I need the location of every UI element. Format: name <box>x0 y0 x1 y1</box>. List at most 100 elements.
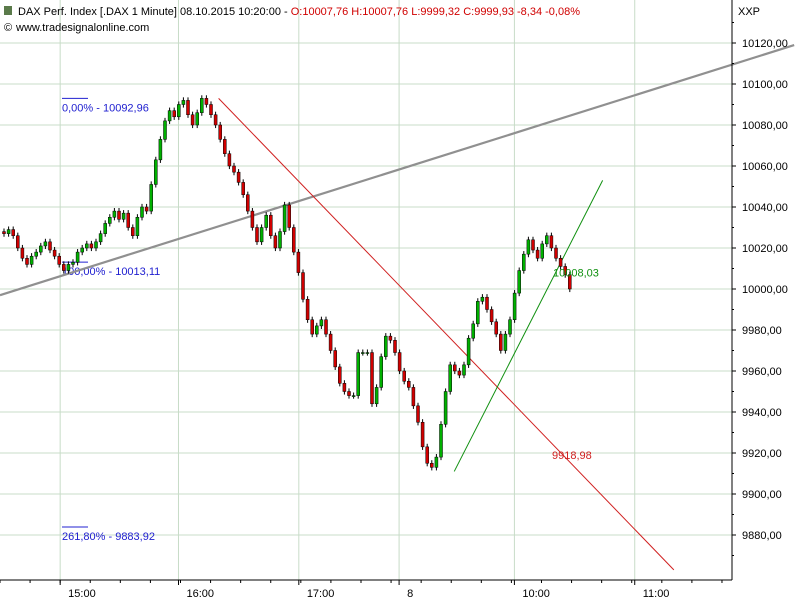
candle-body <box>476 301 480 325</box>
candle-body <box>563 266 567 275</box>
candle-body <box>121 212 126 220</box>
candle-body <box>25 258 29 265</box>
candle-body <box>545 235 549 245</box>
candle-body <box>462 364 466 376</box>
candle-body <box>66 264 71 271</box>
candle-body <box>259 227 264 243</box>
candle-body <box>89 243 94 249</box>
candle-body <box>241 182 245 195</box>
candle-body <box>154 159 158 185</box>
candle-body <box>384 335 388 357</box>
candle-body <box>186 100 190 116</box>
candle-body <box>195 112 199 126</box>
candle-body <box>52 249 57 257</box>
candle-body <box>503 333 508 351</box>
candle-body <box>324 319 328 335</box>
candle-body <box>29 255 34 265</box>
candle-body <box>411 387 416 407</box>
candle-body <box>218 124 222 140</box>
candle-body <box>273 235 278 249</box>
candle-body <box>6 229 11 234</box>
candle-body <box>103 223 107 234</box>
candle-body <box>282 204 287 232</box>
candle-body <box>177 104 181 118</box>
y-tick-label: 10040,00 <box>742 202 788 214</box>
candle-body <box>558 258 563 267</box>
candle-body <box>365 352 370 354</box>
candle-body <box>11 229 15 236</box>
candle-body <box>522 253 526 271</box>
candle-body <box>108 217 112 224</box>
y-tick-label: 9920,00 <box>742 448 782 460</box>
fib-level-label: 261,80% - 9883,92 <box>62 531 155 543</box>
candle-body <box>135 217 140 236</box>
trend-lines <box>0 44 795 571</box>
candle-body <box>402 370 406 382</box>
candle-body <box>246 194 250 212</box>
fib-level-label: 0,00% - 10092,96 <box>62 102 149 114</box>
candle-body <box>485 296 489 310</box>
candle-body <box>397 352 402 372</box>
candle-body <box>190 114 195 126</box>
candle-body <box>439 424 443 458</box>
candle-body <box>494 321 498 335</box>
candle-body <box>305 299 310 320</box>
plot-area <box>0 0 732 580</box>
candle-body <box>466 337 471 366</box>
series-marker-icon <box>4 6 12 15</box>
candle-body <box>374 387 379 405</box>
candle-body <box>535 249 540 259</box>
candle-body <box>98 233 103 243</box>
candle-body <box>172 110 176 118</box>
candle-body <box>292 227 296 253</box>
x-tick-label: 11:00 <box>643 588 670 600</box>
candle-body <box>278 231 282 249</box>
candle-body <box>356 352 360 396</box>
candle-body <box>517 270 521 294</box>
x-axis: 15:00 16:00 17:00 8 10:00 11:00 <box>0 580 723 600</box>
candle-body <box>80 247 84 253</box>
candle-body <box>287 204 291 228</box>
y-tick-label: 9980,00 <box>742 325 782 337</box>
y-tick-label: 10000,00 <box>742 284 788 296</box>
candle-body <box>112 210 117 218</box>
candle-body <box>255 227 259 243</box>
candle-body <box>379 356 383 388</box>
candle-body <box>370 352 374 405</box>
candle-body <box>236 171 241 183</box>
candle-body <box>167 110 172 122</box>
candle-body <box>499 333 503 351</box>
candle-body <box>204 98 209 105</box>
x-tick-label: 10:00 <box>522 588 550 600</box>
candle-body <box>526 239 531 255</box>
grid <box>0 0 732 580</box>
value-label: 9918,98 <box>552 450 592 462</box>
candle-body <box>75 251 80 263</box>
source-link[interactable]: www.tradesignalonline.com <box>15 22 149 34</box>
candle-body <box>223 139 227 154</box>
candle-body <box>489 309 494 323</box>
trendline-gray <box>0 44 795 297</box>
candle-body <box>296 251 301 273</box>
candle-body <box>227 153 232 167</box>
candle-body <box>531 239 535 251</box>
y-tick-label: 10060,00 <box>742 161 788 173</box>
chart-labels: 10008,03 9918,98 <box>552 268 599 463</box>
candle-body <box>126 212 130 228</box>
candle-body <box>200 98 204 113</box>
candle-body <box>512 292 517 321</box>
candle-body <box>549 235 554 249</box>
y-tick-label: 10120,00 <box>742 38 788 50</box>
candle-body <box>163 120 167 140</box>
candle-body <box>20 247 25 259</box>
candle-body <box>34 251 38 257</box>
y-tick-label: 10100,00 <box>742 79 788 91</box>
candle-body <box>448 364 452 392</box>
candle-body <box>480 296 485 302</box>
candle-body <box>232 165 236 173</box>
header-instrument: DAX Perf. Index [.DAX 1 Minute] 08.10.20… <box>18 6 580 18</box>
candle-body <box>443 391 448 425</box>
candle-body <box>301 272 305 300</box>
candle-body <box>319 319 324 327</box>
